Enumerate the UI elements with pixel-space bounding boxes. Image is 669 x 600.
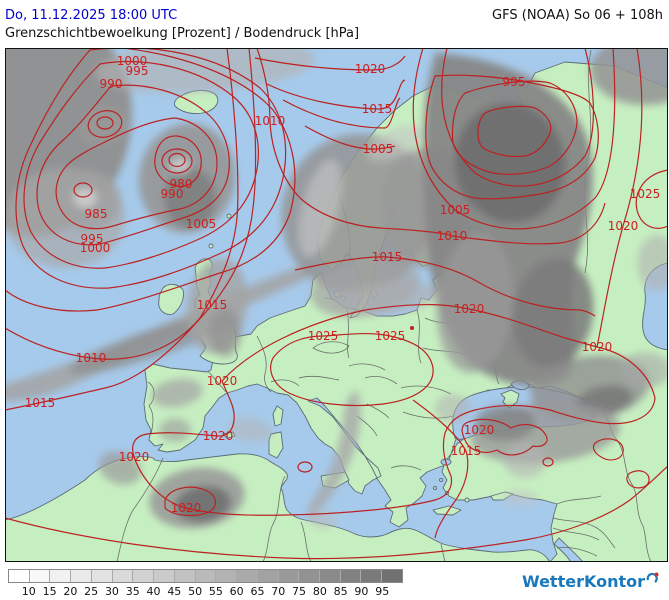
land-rhodes <box>464 497 470 503</box>
land-corsica <box>272 405 284 427</box>
swirl-icon <box>646 569 659 588</box>
isobar-label: 1020 <box>119 450 150 464</box>
isobar-label: 1020 <box>464 423 495 437</box>
land-north-africa <box>4 453 551 563</box>
brand-name: WetterKontor <box>522 572 645 591</box>
isobar-label: 1005 <box>186 217 217 231</box>
isobar-lines <box>4 45 669 560</box>
weather-map-svg: 1000995990980990985995100010051010102010… <box>0 19 669 563</box>
isobar-label: 980 <box>170 177 193 191</box>
legend-cell <box>361 570 383 582</box>
isobar-label: 1010 <box>437 229 468 243</box>
legend-cell <box>257 570 279 582</box>
isobar-label: 1020 <box>608 219 639 233</box>
legend-cell <box>320 570 341 582</box>
legend-tick: 30 <box>104 585 119 598</box>
isobar-label: 990 <box>100 77 123 91</box>
legend-cell <box>174 570 196 582</box>
land-aegean-isle <box>433 486 437 490</box>
land-sardinia <box>268 431 284 459</box>
legend-tick: 80 <box>312 585 327 598</box>
isobar-label: 1020 <box>355 62 386 76</box>
legend-tick: 95 <box>375 585 390 598</box>
legend-tick: 55 <box>208 585 223 598</box>
land-aegean-isle <box>439 478 443 482</box>
isobar-label: 1025 <box>630 187 661 201</box>
isobar-label: 990 <box>161 187 184 201</box>
isobar-label: 995 <box>81 232 104 246</box>
legend-tick: 15 <box>42 585 57 598</box>
isobar-label: 1020 <box>582 340 613 354</box>
legend-tick: 90 <box>354 585 369 598</box>
isobar-label: 995 <box>126 64 149 78</box>
isobar-label: 1015 <box>197 298 228 312</box>
land-crete <box>432 505 462 516</box>
isobar-label: 1000 <box>117 54 148 68</box>
legend-cell <box>382 570 402 582</box>
legend-cell <box>9 570 30 582</box>
legend-cell <box>91 570 113 582</box>
isobar-label: 1020 <box>207 374 238 388</box>
legend-cell <box>71 570 92 582</box>
weather-map: 1000 995 990 980 990 985 995 1000 1005 1010 1020 10… <box>0 19 669 563</box>
legend-tick: 85 <box>333 585 348 598</box>
isobar-label: 1015 <box>372 250 403 264</box>
legend-tick-labels: 10 15 20 25 30 35 40 45 50 55 60 65 70 75 80 85 90 95 <box>8 583 403 598</box>
legend-tick: 10 <box>21 585 36 598</box>
isobar-label: 985 <box>85 207 108 221</box>
legend-cell <box>340 570 362 582</box>
isobar-label: 1015 <box>451 444 482 458</box>
map-frame <box>5 48 668 562</box>
isobar-label: 1010 <box>76 351 107 365</box>
legend-tick: 70 <box>271 585 286 598</box>
isobar-label: 995 <box>503 75 526 89</box>
legend-cell <box>50 570 72 582</box>
legend-tick: 60 <box>229 585 244 598</box>
map-title: Grenzschichtbewoelkung [Prozent] / Boden… <box>5 26 360 41</box>
legend-tick: 35 <box>125 585 140 598</box>
legend-tick: 50 <box>188 585 203 598</box>
wetterkontor-logo[interactable]: WetterKontor <box>522 572 659 591</box>
isobar-label: 1015 <box>362 102 393 116</box>
cloud-cover-legend: 10 15 20 25 30 35 40 45 50 55 60 65 70 75 80 85 90 95 <box>8 569 403 598</box>
map-datetime: Do, 11.12.2025 18:00 UTC <box>5 8 178 23</box>
legend-color-bar <box>8 569 403 583</box>
legend-tick: 65 <box>250 585 265 598</box>
legend-cell <box>216 570 238 582</box>
legend-tick: 25 <box>84 585 99 598</box>
isobar-label: 1005 <box>363 142 394 156</box>
legend-cell <box>237 570 258 582</box>
legend-tick: 20 <box>63 585 78 598</box>
legend-cell <box>299 570 321 582</box>
isobar-labels: 1000995990980990985995100010051010102010… <box>25 54 661 515</box>
legend-cell <box>112 570 134 582</box>
legend-cell <box>29 570 51 582</box>
isobar-label: 1025 <box>308 329 339 343</box>
model-run-label: GFS (NOAA) So 06 + 108h <box>492 8 663 23</box>
isobar-label: 1020 <box>171 501 202 515</box>
legend-tick: 45 <box>167 585 182 598</box>
isobar-label: 1010 <box>255 114 286 128</box>
legend-tick: 40 <box>146 585 161 598</box>
legend-cell <box>278 570 300 582</box>
isobar-label: 1015 <box>25 396 56 410</box>
legend-cell <box>154 570 175 582</box>
isobar-label: 1000 <box>80 241 111 255</box>
isobar-label: 1020 <box>454 302 485 316</box>
legend-cell <box>133 570 155 582</box>
land-orkney <box>208 243 214 249</box>
isobar-label: 1025 <box>375 329 406 343</box>
isobar-label: 1005 <box>440 203 471 217</box>
legend-tick: 75 <box>292 585 307 598</box>
legend-cell <box>195 570 217 582</box>
isobar-label: 1020 <box>203 429 234 443</box>
land-shetland <box>226 213 232 219</box>
